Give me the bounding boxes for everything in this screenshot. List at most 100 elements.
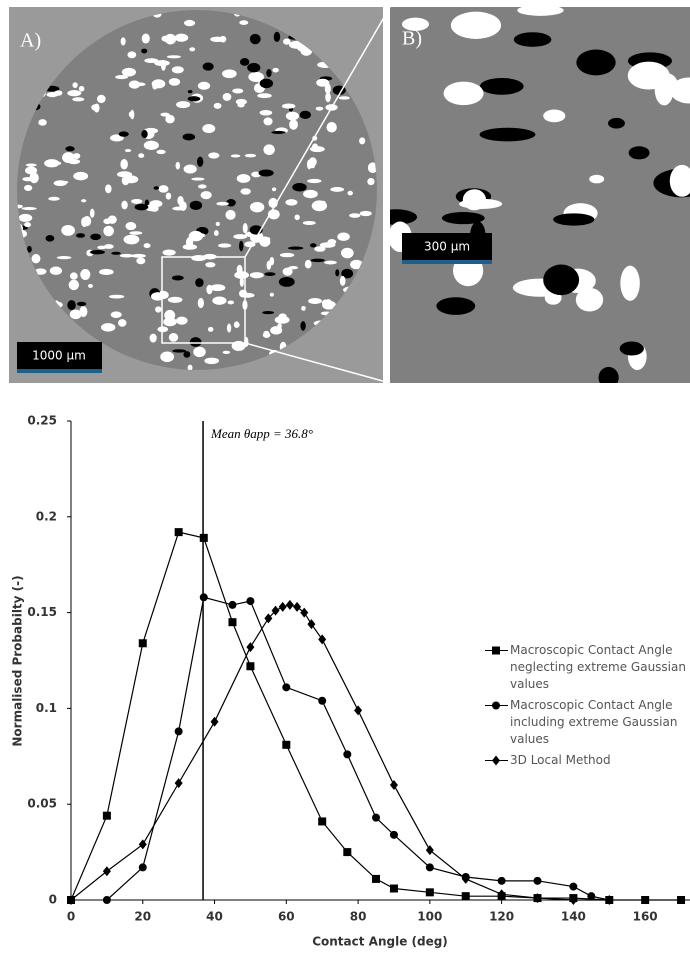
pore	[300, 111, 311, 119]
pore	[150, 206, 158, 212]
mean-label: Mean θapp = 36.8°	[210, 426, 313, 441]
pore	[183, 134, 196, 141]
pore	[90, 250, 105, 254]
marker	[426, 863, 434, 871]
marker	[343, 750, 351, 758]
pore	[347, 191, 352, 196]
marker	[139, 639, 147, 647]
pore	[152, 79, 166, 88]
pore	[233, 234, 247, 239]
pore	[316, 107, 324, 111]
pore	[325, 92, 331, 102]
marker	[343, 848, 351, 856]
pore	[79, 306, 87, 317]
pore	[234, 323, 239, 326]
pore	[340, 276, 346, 286]
pore	[103, 226, 114, 237]
marker	[372, 875, 380, 883]
pore	[119, 131, 129, 136]
pore	[459, 199, 502, 209]
pore	[272, 187, 276, 191]
pore	[307, 179, 321, 183]
pore	[88, 284, 93, 288]
pore	[167, 55, 181, 58]
pore	[264, 117, 273, 125]
pore	[262, 311, 274, 314]
pore	[67, 300, 76, 310]
pore	[129, 231, 142, 235]
pore	[436, 297, 475, 315]
pore	[303, 221, 316, 225]
pore	[54, 90, 62, 95]
pore	[337, 233, 350, 241]
x-tick-label: 120	[489, 910, 514, 924]
pore	[183, 244, 197, 250]
pore	[325, 299, 331, 306]
pore	[105, 184, 112, 193]
scale-bar-label: 300 µm	[424, 240, 470, 254]
marker	[390, 885, 398, 893]
pore	[237, 174, 251, 183]
pore	[514, 32, 552, 47]
marker	[318, 697, 326, 705]
x-tick-label: 100	[417, 910, 442, 924]
pore	[212, 296, 226, 304]
pore	[125, 149, 131, 152]
marker	[492, 647, 500, 655]
marker	[175, 528, 183, 536]
pore	[131, 254, 146, 258]
pore	[160, 113, 169, 117]
marker	[498, 877, 506, 885]
pore	[227, 324, 231, 333]
pore	[121, 201, 127, 210]
marker	[200, 593, 208, 601]
pore	[288, 246, 303, 249]
pore	[316, 79, 329, 87]
pore	[101, 323, 115, 331]
marker	[228, 601, 236, 609]
scale-bar	[402, 260, 492, 264]
panel-label: B)	[402, 28, 422, 50]
pore	[307, 160, 311, 170]
pore	[241, 293, 254, 298]
pore	[124, 235, 140, 245]
pore	[144, 243, 151, 248]
marker	[426, 888, 434, 896]
marker	[286, 600, 294, 610]
pore	[260, 110, 273, 116]
pore	[136, 258, 145, 265]
y-tick-label: 0.25	[27, 414, 57, 428]
legend-label: 3D Local Method	[510, 753, 611, 767]
pore	[118, 319, 126, 327]
pore	[168, 297, 183, 303]
pore	[223, 93, 232, 101]
legend-item: Macroscopic Contact Angle neglecting ext…	[484, 642, 690, 693]
pore	[553, 213, 594, 225]
pore	[77, 302, 86, 306]
pore	[204, 358, 219, 364]
marker	[641, 896, 649, 904]
pore	[267, 261, 272, 270]
pore	[543, 109, 565, 122]
pore	[189, 47, 195, 51]
marker	[372, 814, 380, 822]
marker	[587, 892, 595, 900]
page: A) B) 1000 µm 300 µm Normalised Probabil…	[0, 0, 690, 954]
pore	[214, 230, 219, 236]
pore	[330, 187, 344, 192]
pore	[240, 188, 251, 194]
pore	[202, 124, 215, 133]
pore	[237, 102, 244, 107]
y-tick-label: 0.15	[27, 605, 57, 619]
pore	[72, 97, 84, 101]
pore	[90, 209, 95, 218]
pore	[451, 12, 501, 39]
pore	[225, 210, 235, 220]
pore	[245, 154, 257, 157]
pore	[280, 253, 294, 257]
pore	[65, 146, 74, 151]
pore	[218, 243, 231, 247]
pore	[206, 285, 212, 294]
pore	[99, 269, 114, 275]
pore	[69, 280, 79, 290]
